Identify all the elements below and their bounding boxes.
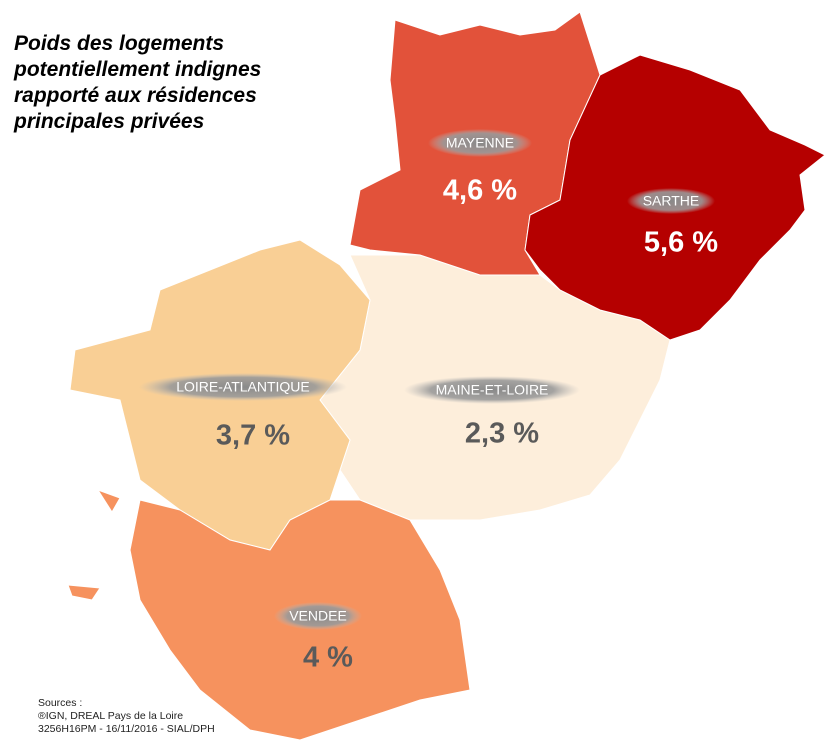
label-pill [274,602,362,630]
region-value: 4,6 % [443,175,517,207]
source-line: ®IGN, DREAL Pays de la Loire [38,710,183,722]
label-pill [428,129,532,157]
region-name: SARTHE [643,193,700,209]
island [96,489,121,513]
title: Poids des logements potentiellement indi… [13,32,261,133]
region-name: LOIRE-ATLANTIQUE [176,379,310,395]
title-line: Poids des logements [14,32,224,55]
region-name: VENDEE [289,608,347,624]
sources: Sources : ®IGN, DREAL Pays de la Loire 3… [38,697,215,735]
title-line: rapporté aux résidences [14,84,257,107]
region-value: 4 % [303,642,353,674]
region-value: 3,7 % [216,420,290,452]
island [67,584,101,601]
source-line: Sources : [38,697,82,709]
label-pill [627,188,715,214]
region-name: MAINE-ET-LOIRE [436,382,549,398]
label-pill [139,373,347,401]
labels: MAYENNE 4,6 % SARTHE 5,6 % LOIRE-ATLANTI… [139,129,718,674]
title-line: principales privées [13,110,204,133]
region-name: MAYENNE [446,135,514,151]
region-value: 2,3 % [465,418,539,450]
source-line: 3256H16PM - 16/11/2016 - SIAL/DPH [38,723,215,735]
title-line: potentiellement indignes [13,58,261,81]
label-pill [404,376,580,404]
region-value: 5,6 % [644,227,718,259]
